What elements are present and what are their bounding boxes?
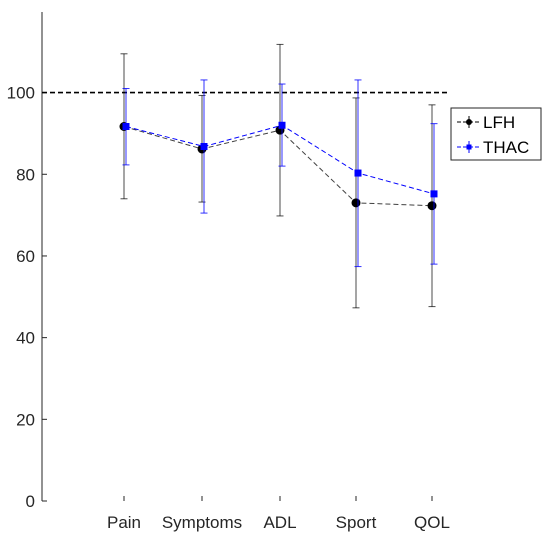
x-tick-label: Symptoms <box>162 513 242 532</box>
x-tick-label: Sport <box>336 513 377 532</box>
data-point <box>278 121 286 129</box>
data-point <box>122 122 130 130</box>
data-point <box>200 143 208 151</box>
x-tick-label: ADL <box>263 513 296 532</box>
series-layer <box>119 43 438 309</box>
y-tick-label: 60 <box>16 247 35 266</box>
x-tick-label: QOL <box>414 513 450 532</box>
legend-label: LFH <box>483 113 515 132</box>
x-tick-label: Pain <box>107 513 141 532</box>
data-point <box>427 201 437 211</box>
y-tick-label: 100 <box>7 84 35 103</box>
legend-marker <box>466 119 472 125</box>
x-axis-ticks: Pain Symptoms ADL Sport QOL <box>107 496 450 532</box>
legend-label: THAC <box>483 138 529 157</box>
plot-area: 0 20 40 60 80 100 Pain Symptoms ADL Sport QOL <box>7 12 450 532</box>
y-tick-label: 40 <box>16 329 35 348</box>
y-tick-label: 20 <box>16 410 35 429</box>
data-point <box>354 169 362 177</box>
series-thac <box>122 79 438 268</box>
y-axis-ticks: 0 20 40 60 80 100 <box>7 84 47 511</box>
legend-item-thac: THAC <box>457 138 529 157</box>
y-tick-label: 80 <box>16 165 35 184</box>
legend-marker <box>466 144 472 150</box>
series-lfh <box>119 43 437 309</box>
data-point <box>430 190 438 198</box>
y-tick-label: 0 <box>26 492 35 511</box>
data-point <box>351 198 361 208</box>
series-line <box>123 126 433 207</box>
legend-box <box>450 107 542 161</box>
legend: LFH THAC <box>450 107 542 161</box>
legend-item-lfh: LFH <box>457 113 515 132</box>
